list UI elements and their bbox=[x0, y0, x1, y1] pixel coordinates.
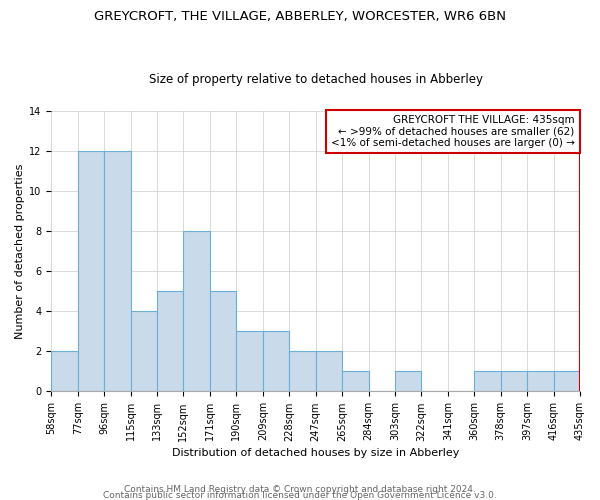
Bar bbox=[184, 231, 210, 392]
Text: Contains HM Land Registry data © Crown copyright and database right 2024.: Contains HM Land Registry data © Crown c… bbox=[124, 484, 476, 494]
Bar bbox=[316, 352, 342, 392]
Bar bbox=[210, 291, 236, 392]
Bar bbox=[554, 372, 580, 392]
Bar bbox=[474, 372, 500, 392]
Bar bbox=[131, 312, 157, 392]
Bar bbox=[263, 332, 289, 392]
Bar bbox=[500, 372, 527, 392]
Text: GREYCROFT, THE VILLAGE, ABBERLEY, WORCESTER, WR6 6BN: GREYCROFT, THE VILLAGE, ABBERLEY, WORCES… bbox=[94, 10, 506, 23]
Bar bbox=[527, 372, 554, 392]
Bar bbox=[51, 352, 78, 392]
Bar bbox=[342, 372, 368, 392]
Bar bbox=[289, 352, 316, 392]
X-axis label: Distribution of detached houses by size in Abberley: Distribution of detached houses by size … bbox=[172, 448, 460, 458]
Bar bbox=[157, 291, 184, 392]
Text: Contains public sector information licensed under the Open Government Licence v3: Contains public sector information licen… bbox=[103, 490, 497, 500]
Text: GREYCROFT THE VILLAGE: 435sqm
← >99% of detached houses are smaller (62)
<1% of : GREYCROFT THE VILLAGE: 435sqm ← >99% of … bbox=[331, 115, 575, 148]
Bar bbox=[395, 372, 421, 392]
Title: Size of property relative to detached houses in Abberley: Size of property relative to detached ho… bbox=[149, 73, 482, 86]
Y-axis label: Number of detached properties: Number of detached properties bbox=[15, 164, 25, 339]
Bar bbox=[236, 332, 263, 392]
Bar bbox=[78, 151, 104, 392]
Bar bbox=[104, 151, 131, 392]
